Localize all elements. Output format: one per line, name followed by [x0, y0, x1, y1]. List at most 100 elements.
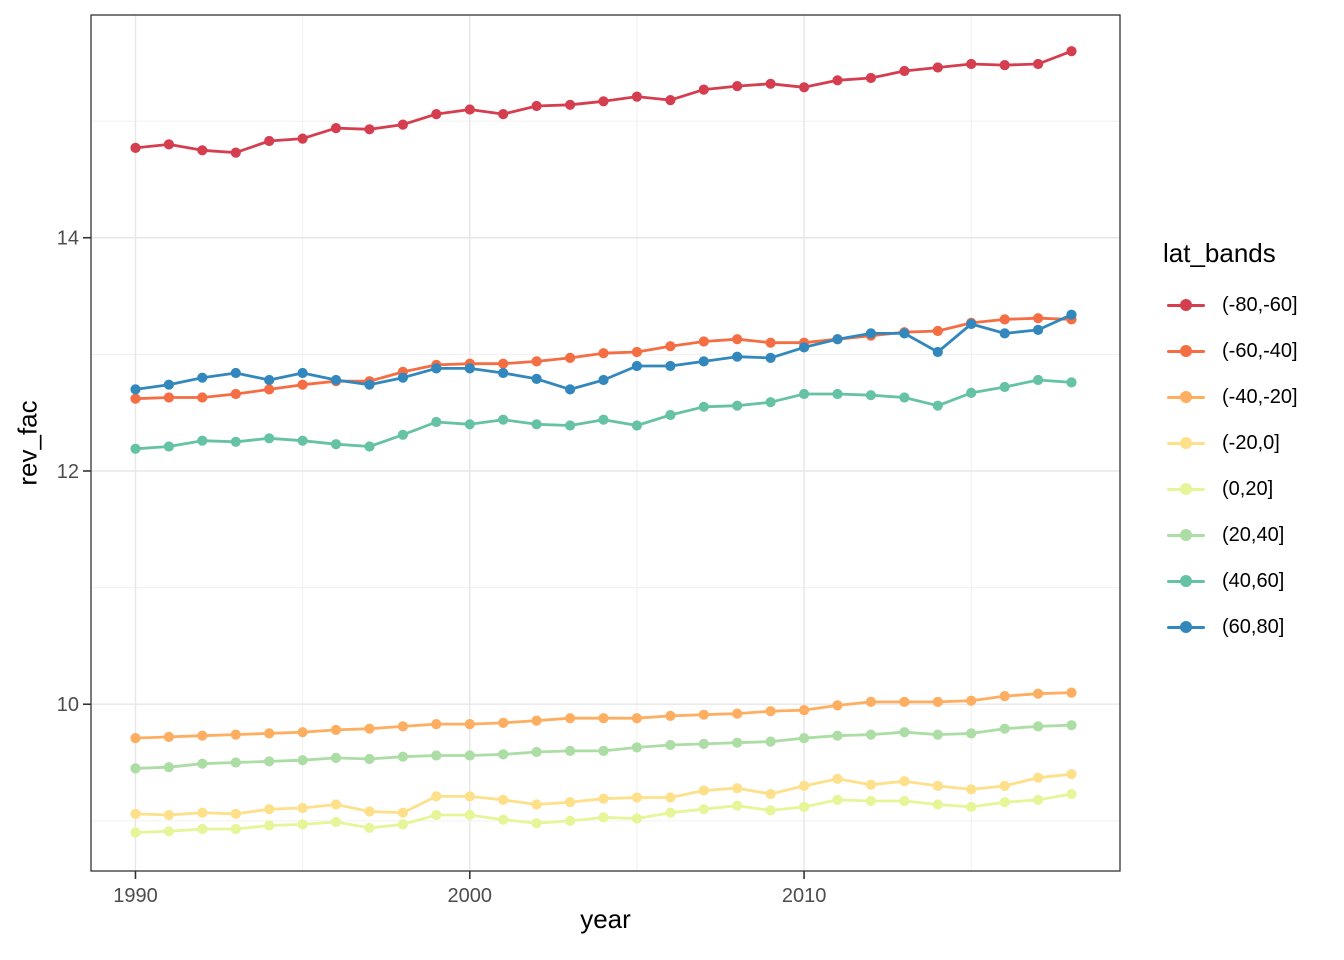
data-point-(20,40]-2006 — [665, 739, 676, 751]
data-point-(40,60]-1991 — [163, 441, 174, 452]
data-point-(0,20]-2011 — [832, 794, 843, 806]
data-point-(-80,-60]-1999 — [431, 109, 442, 120]
legend-key-dot — [1180, 575, 1192, 587]
data-point-(-80,-60]-2004 — [598, 96, 609, 107]
data-point-(60,80]-1994 — [264, 374, 275, 386]
data-point-(-40,-20]-2011 — [832, 700, 843, 711]
data-point-(40,60]-1996 — [330, 439, 342, 450]
data-point-(40,60]-1990 — [130, 443, 141, 454]
data-point-(-40,-20]-2003 — [565, 713, 576, 724]
data-point-(-80,-60]-1995 — [297, 133, 308, 144]
data-point-(20,40]-2004 — [598, 745, 609, 757]
data-point-(-40,-20]-2015 — [966, 695, 977, 706]
data-point-(-80,-60]-1996 — [330, 123, 342, 134]
data-point-(0,20]-2015 — [966, 801, 977, 813]
data-point-(-20,0]-2014 — [932, 780, 943, 792]
data-point-(-80,-60]-2003 — [565, 99, 576, 110]
data-point-(-40,-20]-2017 — [1033, 688, 1044, 699]
data-point-(-40,-20]-2005 — [631, 713, 643, 724]
data-point-(-60,-40]-2007 — [698, 336, 709, 347]
legend-entry-(-20,0]: (-20,0] — [1163, 420, 1298, 466]
legend-entry-label: (-40,-20] — [1222, 385, 1298, 408]
legend-key-dot — [1180, 621, 1192, 633]
data-point-(0,20]-1995 — [297, 819, 308, 830]
data-point-(-20,0]-2008 — [732, 783, 743, 794]
data-point-(60,80]-2007 — [698, 356, 709, 367]
data-point-(-20,0]-2012 — [865, 779, 877, 790]
data-point-(0,20]-2007 — [698, 804, 709, 815]
data-point-(20,40]-2003 — [565, 745, 576, 757]
data-point-(-20,0]-2001 — [498, 794, 509, 806]
data-point-(-20,0]-2003 — [565, 797, 576, 808]
legend-entry-label: (-20,0] — [1222, 431, 1280, 454]
data-point-(-40,-20]-2010 — [799, 705, 810, 716]
data-point-(20,40]-2010 — [799, 733, 810, 744]
data-point-(-80,-60]-1997 — [364, 124, 375, 135]
data-point-(60,80]-1992 — [197, 372, 208, 383]
data-point-(20,40]-2009 — [765, 736, 776, 747]
data-point-(-20,0]-2015 — [966, 784, 977, 795]
data-point-(20,40]-2018 — [1066, 720, 1077, 731]
data-point-(20,40]-1991 — [163, 762, 174, 773]
data-point-(60,80]-1990 — [130, 384, 141, 395]
data-point-(60,80]-1991 — [163, 379, 174, 390]
data-point-(0,20]-2009 — [765, 805, 776, 816]
data-point-(-40,-20]-2009 — [765, 706, 776, 717]
data-point-(-40,-20]-2006 — [665, 710, 676, 722]
data-point-(-60,-40]-2006 — [665, 341, 676, 352]
data-point-(-80,-60]-2000 — [464, 104, 475, 115]
legend-key-icon — [1167, 298, 1205, 312]
x-tick-label: 1990 — [113, 885, 158, 907]
legend-entry-(-40,-20]: (-40,-20] — [1163, 374, 1298, 420]
data-point-(20,40]-2012 — [865, 729, 877, 740]
data-point-(40,60]-1993 — [230, 436, 241, 447]
data-point-(-80,-60]-2012 — [865, 72, 877, 84]
data-point-(-20,0]-2000 — [464, 791, 475, 802]
data-point-(-80,-60]-1998 — [397, 119, 408, 130]
legend-entry-(60,80]: (60,80] — [1163, 604, 1298, 650]
data-point-(-60,-40]-1991 — [163, 392, 174, 403]
legend-entry-label: (0,20] — [1222, 477, 1274, 500]
data-point-(-60,-40]-1993 — [230, 388, 241, 400]
data-point-(40,60]-2008 — [732, 400, 743, 411]
data-point-(-40,-20]-2001 — [498, 717, 509, 729]
data-point-(20,40]-2002 — [531, 746, 542, 758]
data-point-(-20,0]-2010 — [799, 780, 810, 792]
data-point-(-20,0]-2002 — [531, 799, 542, 810]
data-point-(60,80]-1999 — [431, 363, 442, 374]
data-point-(40,60]-2016 — [999, 381, 1010, 393]
data-point-(-40,-20]-1990 — [130, 733, 141, 744]
data-point-(0,20]-1999 — [431, 809, 442, 821]
data-point-(-60,-40]-2002 — [531, 356, 542, 367]
data-point-(-80,-60]-1992 — [197, 145, 208, 156]
data-point-(0,20]-1990 — [130, 827, 141, 838]
data-point-(60,80]-2012 — [865, 328, 877, 339]
legend-entry-label: (20,40] — [1222, 523, 1285, 546]
data-point-(-40,-20]-1994 — [264, 728, 275, 739]
data-point-(20,40]-1990 — [130, 763, 141, 774]
data-point-(-60,-40]-2003 — [565, 352, 576, 363]
data-point-(-20,0]-2006 — [665, 792, 676, 803]
data-point-(40,60]-2003 — [565, 420, 576, 431]
data-point-(-60,-40]-2008 — [732, 334, 743, 345]
data-point-(20,40]-1996 — [330, 752, 342, 764]
data-point-(-20,0]-2007 — [698, 785, 709, 796]
data-point-(-80,-60]-2010 — [799, 82, 810, 93]
data-point-(-20,0]-2004 — [598, 793, 609, 804]
data-point-(20,40]-2000 — [464, 750, 475, 761]
data-point-(60,80]-2016 — [999, 328, 1010, 339]
data-point-(0,20]-2013 — [899, 795, 910, 807]
legend-entry-(0,20]: (0,20] — [1163, 466, 1298, 512]
data-point-(40,60]-2012 — [865, 390, 877, 401]
data-point-(-60,-40]-2017 — [1033, 313, 1044, 324]
data-point-(-20,0]-2005 — [631, 792, 643, 803]
data-point-(60,80]-2009 — [765, 352, 776, 363]
data-point-(-60,-40]-1995 — [297, 379, 308, 390]
legend-key-icon — [1167, 528, 1205, 542]
legend-key-dot — [1180, 391, 1192, 403]
data-point-(0,20]-2003 — [565, 815, 576, 827]
data-point-(0,20]-1997 — [364, 822, 375, 834]
legend-key-dot — [1180, 437, 1192, 449]
data-point-(-40,-20]-2013 — [899, 696, 910, 708]
